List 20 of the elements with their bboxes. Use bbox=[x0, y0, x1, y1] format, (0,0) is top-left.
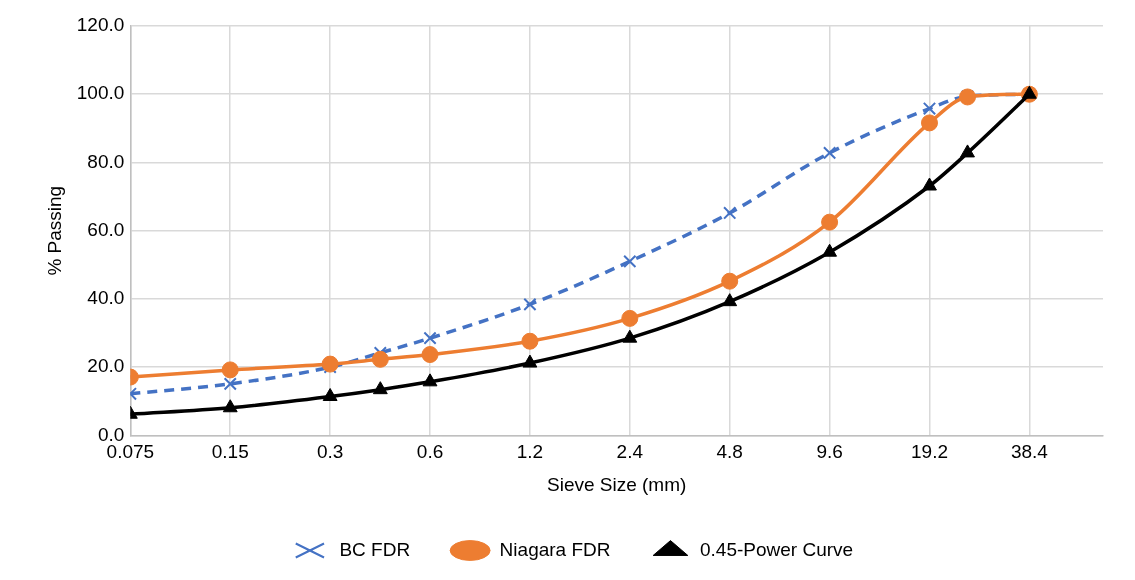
x-tick-label: 9.6 bbox=[816, 441, 843, 463]
x-axis-title: Sieve Size (mm) bbox=[546, 473, 687, 495]
y-tick-label: 120.0 bbox=[76, 14, 125, 36]
x-tick-label: 19.2 bbox=[911, 441, 948, 463]
y-tick-label: 40.0 bbox=[87, 287, 125, 309]
x-tick-label: 1.2 bbox=[516, 441, 544, 463]
x-tick-label: 0.3 bbox=[316, 441, 344, 463]
y-tick-label: 60.0 bbox=[87, 218, 125, 240]
y-tick-label: 20.0 bbox=[87, 355, 125, 377]
y-tick-label: 80.0 bbox=[87, 150, 125, 172]
x-tick-label: 2.4 bbox=[616, 441, 644, 463]
x-tick-label: 4.8 bbox=[716, 441, 743, 463]
y-axis-title: % Passing bbox=[43, 185, 65, 276]
x-tick-label: 38.4 bbox=[1010, 441, 1049, 463]
legend-label: 0.45-Power Curve bbox=[699, 538, 854, 560]
legend-label: BC FDR bbox=[339, 538, 411, 560]
legend-label: Niagara FDR bbox=[499, 538, 611, 560]
x-tick-label: 0.15 bbox=[211, 441, 249, 463]
y-tick-label: 100.0 bbox=[76, 82, 125, 104]
x-tick-label: 0.6 bbox=[416, 441, 444, 463]
